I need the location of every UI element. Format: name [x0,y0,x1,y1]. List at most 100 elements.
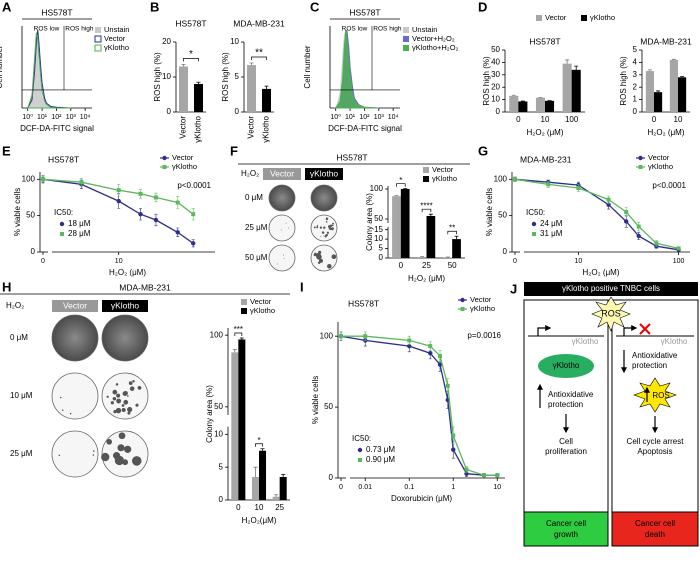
legend-label: Unstain [412,25,437,34]
x-axis-label: Doxorubicin (μM) [391,494,452,503]
colony [323,235,324,236]
bar [545,101,554,112]
protection: protection [548,400,583,409]
panel-label: F [230,143,238,158]
colony-well [52,431,98,477]
y-tick-label: 10 [230,37,239,46]
bar [238,339,245,500]
banner-text: γKlotho positive TNBC cells [562,284,660,293]
colony [116,399,121,404]
y-tick-label: 0 [633,107,638,116]
colony [93,454,95,456]
error-bar [565,60,569,64]
legend-label: Unstain [104,25,129,34]
colony [332,227,334,229]
point [407,338,411,342]
y-tick-label: 0 [167,107,172,116]
x-tick-label: 25 [422,261,431,270]
bar [262,89,271,112]
point [79,180,83,184]
error-bar [680,77,684,78]
chart-title: HS578T [348,298,379,308]
panel-label: G [478,143,488,158]
point [624,210,628,214]
legend-label: γKlotho [104,43,129,52]
error-bar [281,474,285,477]
point [191,212,195,216]
p-value: p<0.0001 [177,181,211,190]
bar [401,189,410,258]
x-tick-label: 0 [339,484,343,491]
panel-label: A [2,0,12,14]
error-bar [574,66,578,70]
colony [70,413,72,415]
x-axis-label: H₂O₂ (μM) [109,268,146,277]
x-axis-label: H₂O₂ (μM) [526,128,563,137]
y-tick-label: 5 [219,462,224,471]
y-axis-label: Cell number [303,45,312,88]
colony [317,225,318,226]
legend-swatch [581,15,587,21]
legend-label: γKlotho [470,304,495,313]
colony [326,217,329,220]
y-axis-label: % viable cells [13,188,22,236]
colony [129,381,133,385]
colony [326,221,327,222]
x-tick-label: 10¹ [345,114,356,121]
column-label: γKlotho [111,300,140,310]
colony [325,234,327,236]
column-label: γKlotho [310,168,339,178]
bar [259,451,266,500]
colony-well [102,315,148,361]
y-axis-label: ROS high (%) [619,56,628,106]
point [464,467,468,471]
y-tick-label: 30 [491,70,500,79]
bar [518,101,527,112]
chart-title: MDA-MB-231 [520,154,572,164]
legend-swatch [423,176,429,182]
error-bar [648,70,652,71]
colony [332,223,334,225]
colony-well [52,373,98,419]
x-tick-label: 100 [565,115,579,124]
gate-label: ROS high [65,26,94,33]
panel-label: B [150,0,159,14]
point [495,473,499,477]
point [191,241,195,245]
significance: ** [255,48,263,59]
point [637,234,641,238]
outcome: Cell [559,437,573,446]
colony [127,395,129,397]
colony [288,228,289,229]
x-tick-label: 10² [359,114,370,121]
panel-label: C [310,0,320,14]
y-tick-label: 100 [210,330,224,339]
x-tick-label: Vector [247,116,256,139]
error-bar [274,495,278,497]
ic50-marker [60,222,64,226]
legend-label: γKlotho [590,13,615,22]
x-tick-label: 10² [51,114,62,121]
y-tick-label: 0 [219,495,224,504]
stress: ROS [652,391,669,400]
outcome: proliferation [545,447,587,456]
legend-marker [639,165,643,169]
error-bar [261,449,265,451]
ic50-title: IC50: [526,208,545,217]
gate-label: ROS high [373,26,402,33]
colony-well [269,215,295,241]
significance: * [189,49,193,60]
x-tick-label: γKlotho [194,115,203,142]
colony-well [311,185,337,211]
ic50-label: 24 μM [540,219,563,228]
legend-swatch [241,308,247,314]
legend-label: Vector [545,13,567,22]
colony-well [102,431,148,477]
y-tick-label: 5 [633,45,638,54]
x-tick-label: 10⁰ [22,113,33,121]
y-tick-label: 5 [379,244,384,253]
row-header: H₂O₂ [6,301,24,310]
bar [654,92,662,112]
point [451,433,455,437]
gate-label: ROS low [34,26,60,33]
